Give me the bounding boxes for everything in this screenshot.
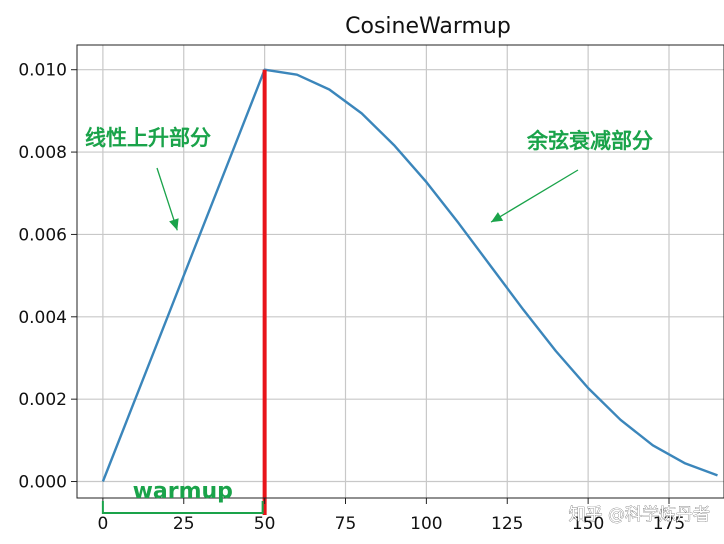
x-tick-label: 125 xyxy=(491,514,523,534)
annotation-cosine-decay: 余弦衰减部分 xyxy=(526,129,653,153)
warmup-label: warmup xyxy=(133,479,233,504)
annotation-cosine-arrow-head xyxy=(491,212,504,223)
grid xyxy=(77,45,724,498)
annotation-linear-arrow-head xyxy=(169,218,179,231)
chart-title: CosineWarmup xyxy=(345,14,511,39)
annotations-layer: 线性上升部分 余弦衰减部分 warmup xyxy=(85,126,653,514)
x-tick-label: 50 xyxy=(254,514,276,534)
x-tick-label: 75 xyxy=(335,514,357,534)
x-tick-label: 150 xyxy=(572,514,604,534)
ticks-layer: 0 25 50 75 100 125 150 175 0.000 0.002 0.004 0.006 0… xyxy=(18,61,685,534)
series-layer xyxy=(101,68,718,515)
annotation-cosine-arrow-shaft xyxy=(490,169,579,223)
annotation-linear-rise: 线性上升部分 xyxy=(85,126,211,150)
x-tick-label: 25 xyxy=(173,514,195,534)
watermark: 知乎 @科学炼丹者 xyxy=(569,505,710,525)
x-tick-label: 100 xyxy=(410,514,442,534)
series-line xyxy=(101,68,718,482)
y-tick-label: 0.002 xyxy=(18,390,67,410)
x-tick-label: 175 xyxy=(653,514,685,534)
x-tick-label: 0 xyxy=(97,514,108,534)
y-tick-label: 0.010 xyxy=(18,61,67,81)
plot-frame xyxy=(76,44,724,499)
y-tick-label: 0.004 xyxy=(18,308,67,328)
y-tick-label: 0.006 xyxy=(18,225,67,245)
y-tick-label: 0.000 xyxy=(18,473,67,493)
y-tick-label: 0.008 xyxy=(18,143,67,163)
warmup-bracket xyxy=(101,501,264,514)
